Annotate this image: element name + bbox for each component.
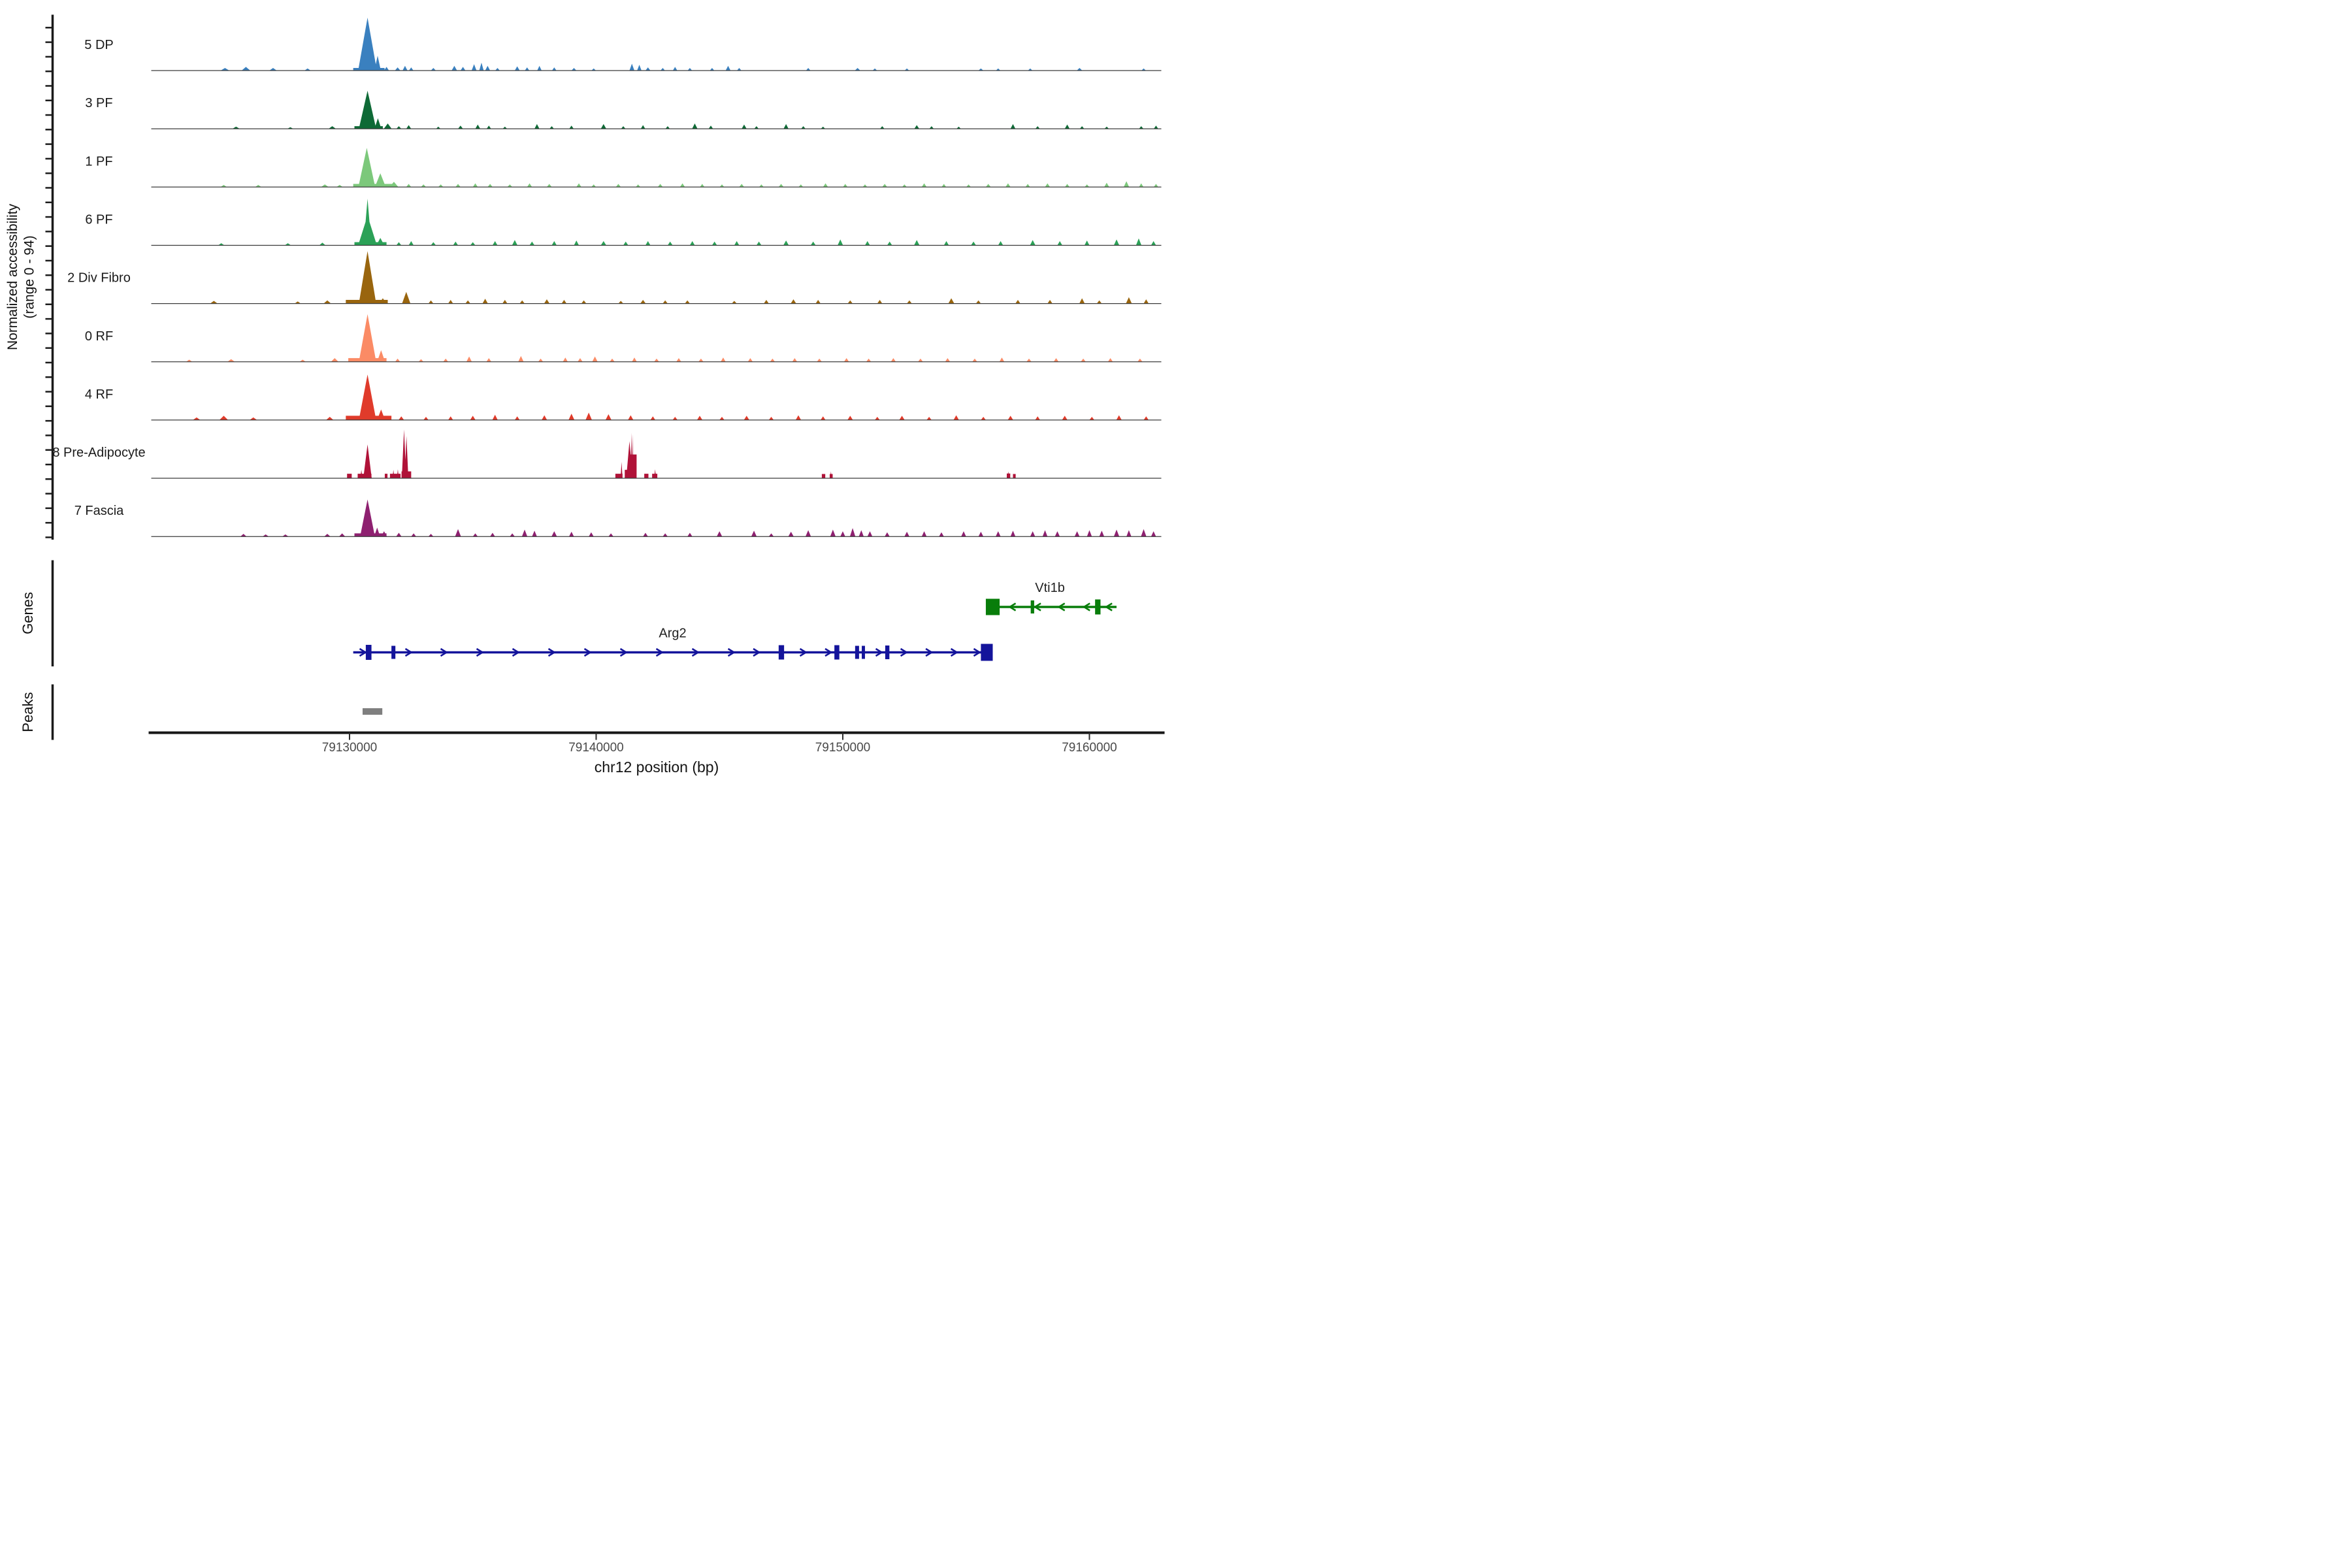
track-2-div-fibro: 2 Div Fibro (67, 251, 1162, 304)
gene-exon (981, 644, 993, 661)
gene-exon (855, 645, 859, 659)
normalized-accessibility-axis: Normalized accessibility (range 0 - 94) (5, 14, 54, 540)
x-axis-tick-label: 79150000 (815, 741, 871, 755)
track-5-dp: 5 DP (84, 18, 1162, 71)
gene-strand-arrow (950, 647, 958, 657)
track-label: 5 DP (84, 38, 113, 52)
gene-strand-arrow (440, 647, 448, 657)
gene-strand-arrow (973, 647, 981, 657)
track-signal-area (186, 314, 1143, 362)
gene-strand-arrow (655, 647, 664, 657)
track-0-rf: 0 RF (85, 314, 1162, 363)
track-1-pf: 1 PF (85, 148, 1162, 188)
gene-exon (1095, 599, 1101, 615)
gene-strand-arrow (547, 647, 556, 657)
gene-exon (885, 645, 890, 659)
x-axis-tick-label: 79160000 (1062, 741, 1117, 755)
gene-strand-arrow (825, 647, 833, 657)
gene-strand-arrow (512, 647, 520, 657)
gene-strand-arrow (476, 647, 484, 657)
gene-strand-arrow (925, 647, 934, 657)
peaks-section-label: Peaks (20, 692, 36, 732)
gene-strand-arrow (583, 647, 592, 657)
y-axis-label-line1: Normalized accessibility (5, 203, 20, 350)
gene-strand-arrow (727, 647, 736, 657)
gene-exon (834, 645, 840, 660)
track-signal-area (210, 251, 1149, 304)
gene-strand-arrow (900, 647, 908, 657)
accessibility-tracks: 5 DP 3 PF 1 PF 6 PF 2 Div Fibro 0 RF 4 RF 8 Pre… (52, 18, 1162, 537)
figure-svg: Normalized accessibility (range 0 - 94)5 … (5, 14, 1165, 776)
track-signal-area (347, 429, 1016, 479)
track-label: 8 Pre-Adipocyte (52, 446, 145, 460)
track-8-pre-adipocyte: 8 Pre-Adipocyte (52, 429, 1162, 479)
gene-exon (862, 645, 865, 659)
gene-strand-arrow (404, 647, 413, 657)
y-axis-label-line2: (range 0 - 94) (22, 235, 37, 318)
track-4-rf: 4 RF (85, 374, 1162, 421)
genes-section: Genes Vti1b Arg2 (20, 560, 1117, 666)
gene-exon (365, 645, 372, 660)
track-label: 2 Div Fibro (67, 271, 131, 286)
x-axis: 79130000 79140000 79150000 79160000 chr12 po… (148, 731, 1165, 776)
gene-exon (1030, 600, 1034, 613)
gene-strand-arrow (619, 647, 628, 657)
gene-arg2: Arg2 (353, 627, 993, 661)
track-signal-area (220, 18, 1146, 71)
peaks-section: Peaks (20, 684, 383, 740)
genes-section-label: Genes (20, 592, 36, 634)
gene-exon (391, 645, 396, 659)
gene-strand-arrow (359, 647, 367, 657)
track-signal-area (232, 90, 1158, 129)
track-6-pf: 6 PF (85, 199, 1162, 246)
genome-browser-figure: Normalized accessibility (range 0 - 94) 5 … (0, 0, 1176, 784)
gene-strand-arrow (1104, 602, 1113, 612)
gene-strand-arrow (1033, 602, 1041, 612)
gene-vti1b: Vti1b (985, 581, 1117, 615)
track-label: 0 RF (85, 329, 113, 344)
x-axis-tick-label: 79140000 (568, 741, 624, 755)
track-label: 3 PF (85, 96, 112, 110)
x-axis-tick-label: 79130000 (322, 741, 378, 755)
gene-strand-arrow (1057, 602, 1066, 612)
x-axis-title: chr12 position (bp) (595, 759, 719, 776)
track-label: 7 Fascia (74, 504, 124, 518)
gene-strand-arrow (799, 647, 808, 657)
called-peak-rect (362, 708, 383, 715)
gene-strand-arrow (691, 647, 700, 657)
gene-strand-arrow (875, 647, 883, 657)
track-signal-area (193, 374, 1149, 420)
track-label: 6 PF (85, 212, 112, 227)
track-3-pf: 3 PF (85, 90, 1162, 129)
track-signal-area (240, 499, 1156, 537)
track-signal-area (218, 199, 1156, 246)
track-label: 1 PF (85, 154, 112, 169)
track-7-fascia: 7 Fascia (74, 499, 1162, 537)
gene-exon (985, 598, 1000, 615)
gene-name-label: Arg2 (659, 627, 686, 641)
gene-name-label: Vti1b (1035, 581, 1065, 595)
track-label: 4 RF (85, 387, 113, 402)
gene-strand-arrow (1082, 602, 1090, 612)
gene-strand-arrow (1008, 602, 1017, 612)
gene-strand-arrow (753, 647, 761, 657)
track-signal-area (220, 148, 1158, 188)
gene-exon (778, 645, 785, 660)
